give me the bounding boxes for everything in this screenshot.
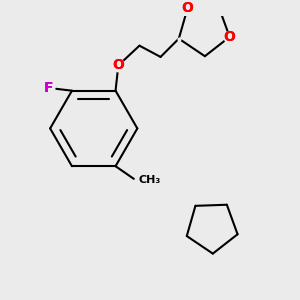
Text: O: O [182,2,194,15]
Text: CH₃: CH₃ [139,175,161,185]
Text: O: O [112,58,124,72]
Text: O: O [224,30,236,44]
Text: O: O [182,2,194,15]
Text: O: O [224,30,236,44]
Text: O: O [112,58,124,72]
Text: F: F [43,81,53,95]
Text: F: F [43,81,53,95]
